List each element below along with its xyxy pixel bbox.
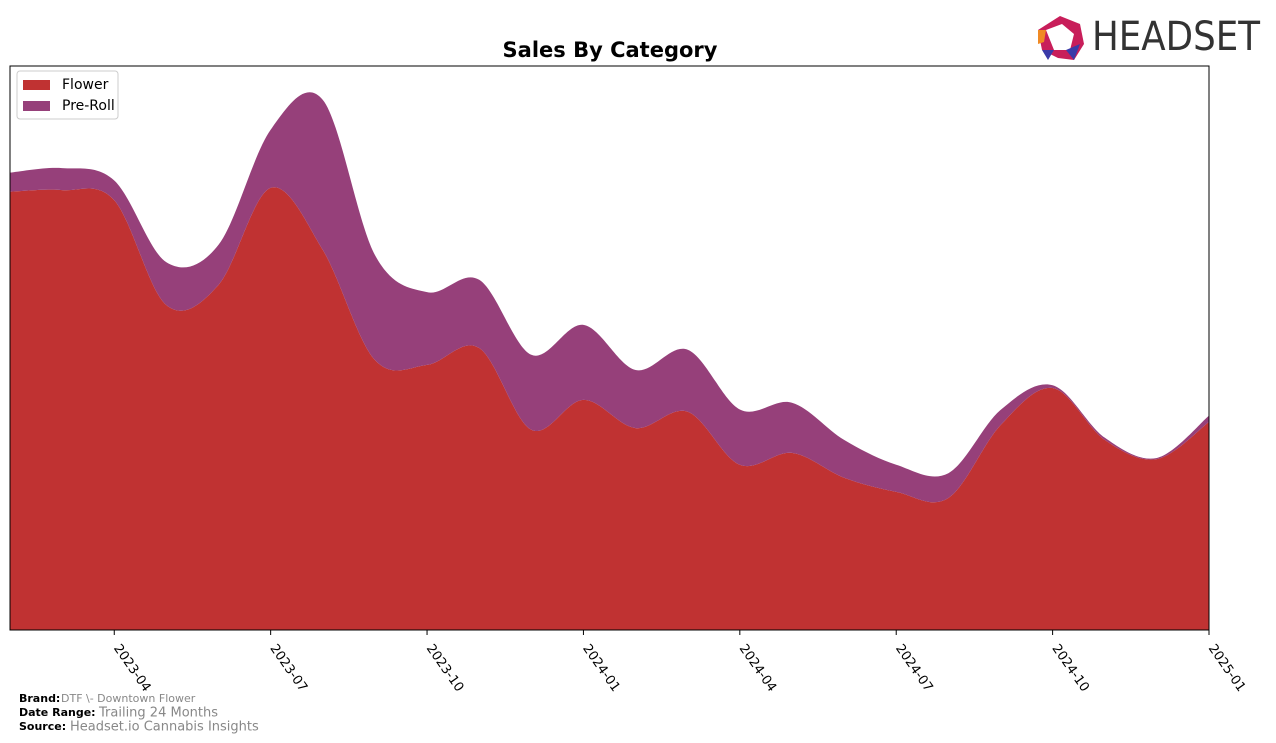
footer-label: Source: — [19, 720, 66, 733]
footer-value: Headset.io Cannabis Insights — [70, 720, 259, 735]
x-tick-label: 2024-07 — [892, 642, 935, 695]
chart-title: Sales By Category — [503, 38, 718, 62]
legend-label: Flower — [62, 77, 109, 93]
plot-frame — [9, 65, 1210, 631]
x-tick-label: 2024-01 — [579, 642, 622, 695]
legend-label: Pre-Roll — [62, 98, 115, 114]
legend-swatch — [23, 101, 50, 111]
legend-swatch — [23, 80, 50, 90]
x-tick-label: 2024-04 — [736, 642, 779, 695]
logo-icon-part — [1066, 44, 1080, 60]
footer-label: Date Range: — [19, 706, 96, 719]
area — [10, 187, 1209, 631]
logo-icon-hole — [1046, 24, 1074, 50]
logo-text: HEADSET — [1092, 14, 1260, 60]
footer-value: Trailing 24 Months — [98, 706, 218, 721]
footer-label: Brand: — [19, 692, 60, 705]
area — [10, 92, 1209, 503]
logo: HEADSET — [1038, 14, 1260, 60]
x-tick-label: 2024-10 — [1048, 642, 1091, 695]
x-tick-label: 2023-07 — [267, 642, 310, 695]
logo-icon-part — [1042, 50, 1054, 60]
x-tick-label: 2025-01 — [1205, 642, 1248, 695]
x-tick-label: 2023-10 — [423, 642, 466, 695]
x-tick-label: 2023-04 — [110, 642, 153, 695]
logo-icon-part — [1038, 30, 1046, 44]
footer-value: DTF \- Downtown Flower — [61, 692, 196, 705]
